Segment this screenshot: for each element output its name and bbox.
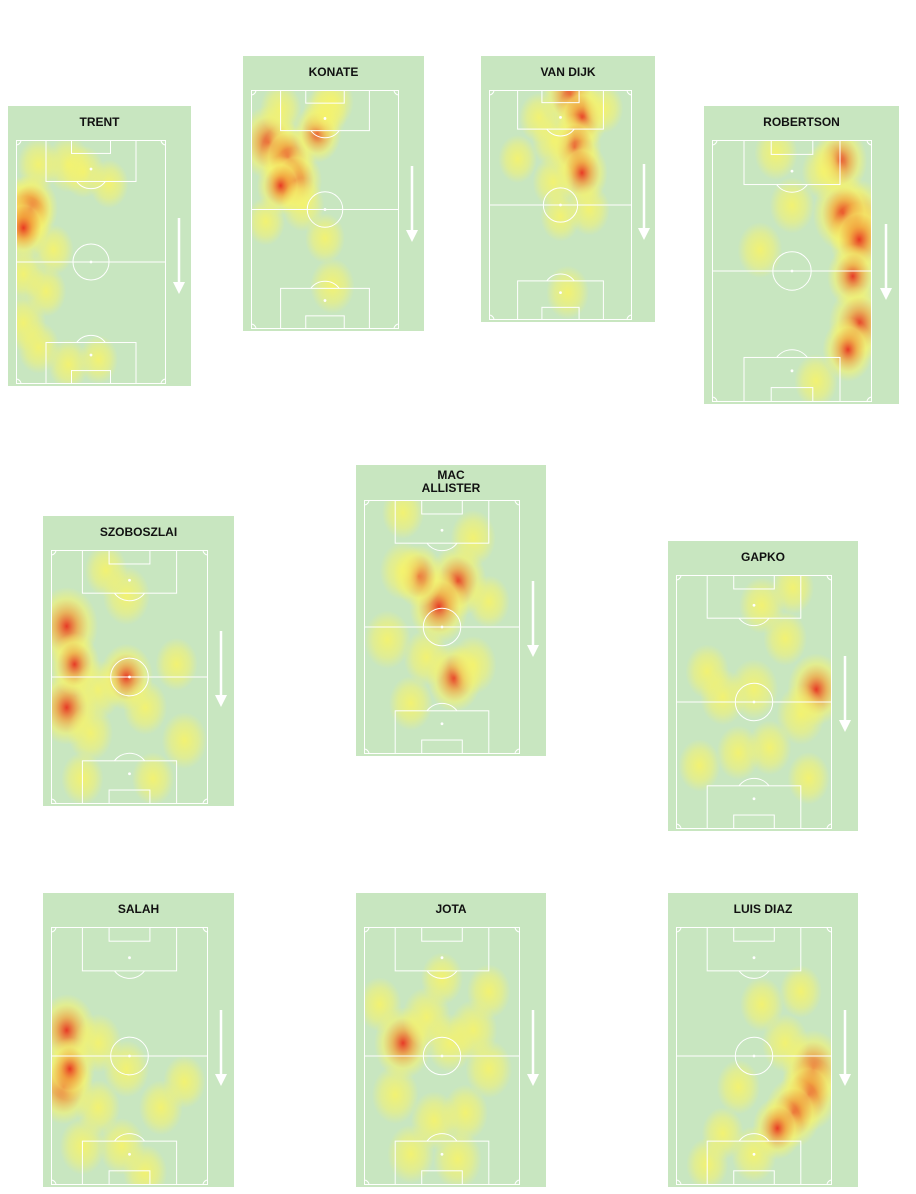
pitch bbox=[712, 140, 872, 402]
player-name: SZOBOSZLAI bbox=[99, 525, 178, 539]
heat-blob bbox=[754, 140, 798, 181]
heatmap-card-trent: TRENT bbox=[8, 106, 191, 386]
heat-blob bbox=[822, 317, 872, 382]
heat-blob bbox=[381, 500, 425, 540]
heat-blob bbox=[103, 1040, 150, 1098]
attack-direction-arrow-icon bbox=[839, 1009, 851, 1086]
heat-blob bbox=[371, 1065, 419, 1124]
heat-blob bbox=[787, 751, 830, 805]
attack-direction-arrow-icon bbox=[215, 1009, 227, 1086]
heat-blob bbox=[467, 575, 510, 628]
player-name: SALAH bbox=[117, 902, 160, 916]
attack-direction-arrow-icon bbox=[637, 163, 650, 240]
pitch bbox=[251, 90, 399, 329]
heat-blob bbox=[403, 629, 450, 686]
attack-direction-arrow-icon bbox=[215, 631, 227, 708]
heat-blob bbox=[310, 258, 355, 314]
heat-blob bbox=[498, 134, 537, 184]
attack-direction-arrow-icon bbox=[527, 1009, 539, 1086]
player-name: VAN DIJK bbox=[540, 65, 596, 79]
heat-blob bbox=[123, 1144, 168, 1185]
heat-blob bbox=[310, 90, 354, 129]
heat-blob bbox=[716, 1059, 761, 1115]
heat-blob bbox=[801, 143, 847, 200]
heat-blob bbox=[74, 660, 122, 720]
heat-blob bbox=[379, 541, 427, 601]
pitch bbox=[676, 927, 832, 1185]
heat-blob bbox=[678, 739, 721, 792]
heat-blob bbox=[771, 575, 815, 615]
heat-blob bbox=[737, 222, 783, 279]
heat-blob bbox=[519, 92, 560, 143]
heatmap-card-van-dijk: VAN DIJK bbox=[481, 56, 655, 322]
heat-blob bbox=[161, 712, 208, 769]
heat-blob bbox=[364, 977, 402, 1032]
heat-blob bbox=[131, 752, 175, 804]
heat-blob bbox=[442, 1084, 489, 1142]
player-name: KONATE bbox=[308, 65, 359, 79]
heat-blob bbox=[155, 637, 198, 691]
heat-blob bbox=[76, 1080, 121, 1136]
pitch bbox=[364, 500, 520, 754]
heat-blob bbox=[123, 680, 168, 735]
heat-blob bbox=[685, 644, 730, 699]
heat-blob bbox=[776, 684, 825, 745]
heatmap-card-szoboszlai: SZOBOSZLAI bbox=[43, 516, 234, 806]
heat-blob bbox=[763, 611, 808, 666]
heat-blob bbox=[48, 339, 89, 384]
pitch bbox=[51, 550, 208, 804]
heat-blob bbox=[779, 965, 822, 1018]
heat-blob bbox=[449, 635, 497, 695]
heat-blob bbox=[466, 964, 511, 1019]
heatmap-card-robertson: ROBERTSON bbox=[704, 106, 899, 404]
heat-blob bbox=[540, 191, 581, 242]
heat-blob bbox=[465, 1039, 513, 1099]
heat-blob bbox=[716, 725, 761, 781]
heatmap-card-konate: KONATE bbox=[243, 56, 424, 331]
attack-direction-arrow-icon bbox=[527, 581, 539, 658]
attack-direction-arrow-icon bbox=[172, 218, 185, 295]
player-name: TRENT bbox=[79, 115, 120, 129]
heat-blob bbox=[739, 977, 784, 1032]
player-name: JOTA bbox=[435, 902, 467, 916]
heat-blob bbox=[546, 265, 590, 320]
heat-blob bbox=[84, 550, 128, 597]
heat-blob bbox=[25, 265, 67, 317]
heat-blob bbox=[387, 1124, 435, 1184]
heat-blob bbox=[364, 610, 411, 669]
pitch bbox=[489, 90, 632, 320]
heat-blob bbox=[450, 509, 496, 567]
heat-blob bbox=[794, 354, 838, 402]
heat-blob bbox=[163, 1055, 206, 1109]
heatmap-card-luis-diaz: LUIS DIAZ bbox=[668, 893, 858, 1187]
heatmap-card-salah: SALAH bbox=[43, 893, 234, 1187]
heat-blob bbox=[33, 224, 74, 276]
heat-blob bbox=[388, 675, 433, 731]
player-name: ROBERTSON bbox=[763, 115, 840, 129]
pitch bbox=[364, 927, 520, 1185]
heatmap-card-jota: JOTA bbox=[356, 893, 546, 1187]
heat-blob bbox=[305, 213, 345, 264]
heat-blob bbox=[761, 1013, 809, 1073]
heat-blob bbox=[769, 177, 815, 234]
attack-direction-arrow-icon bbox=[839, 656, 851, 733]
player-name: LUIS DIAZ bbox=[733, 902, 793, 916]
heat-blob bbox=[89, 159, 129, 209]
heatmap-card-gapko: GAPKO bbox=[668, 541, 858, 831]
pitch bbox=[676, 575, 832, 829]
heat-blob bbox=[79, 335, 118, 384]
heat-blob bbox=[67, 704, 114, 762]
heatmap-card-mac-allister: MAC ALLISTER bbox=[356, 465, 546, 756]
player-name: MAC ALLISTER bbox=[421, 468, 481, 495]
pitch bbox=[16, 140, 166, 384]
player-name: GAPKO bbox=[740, 550, 785, 564]
pitch bbox=[51, 927, 208, 1185]
attack-direction-arrow-icon bbox=[879, 223, 892, 300]
attack-direction-arrow-icon bbox=[405, 166, 418, 243]
